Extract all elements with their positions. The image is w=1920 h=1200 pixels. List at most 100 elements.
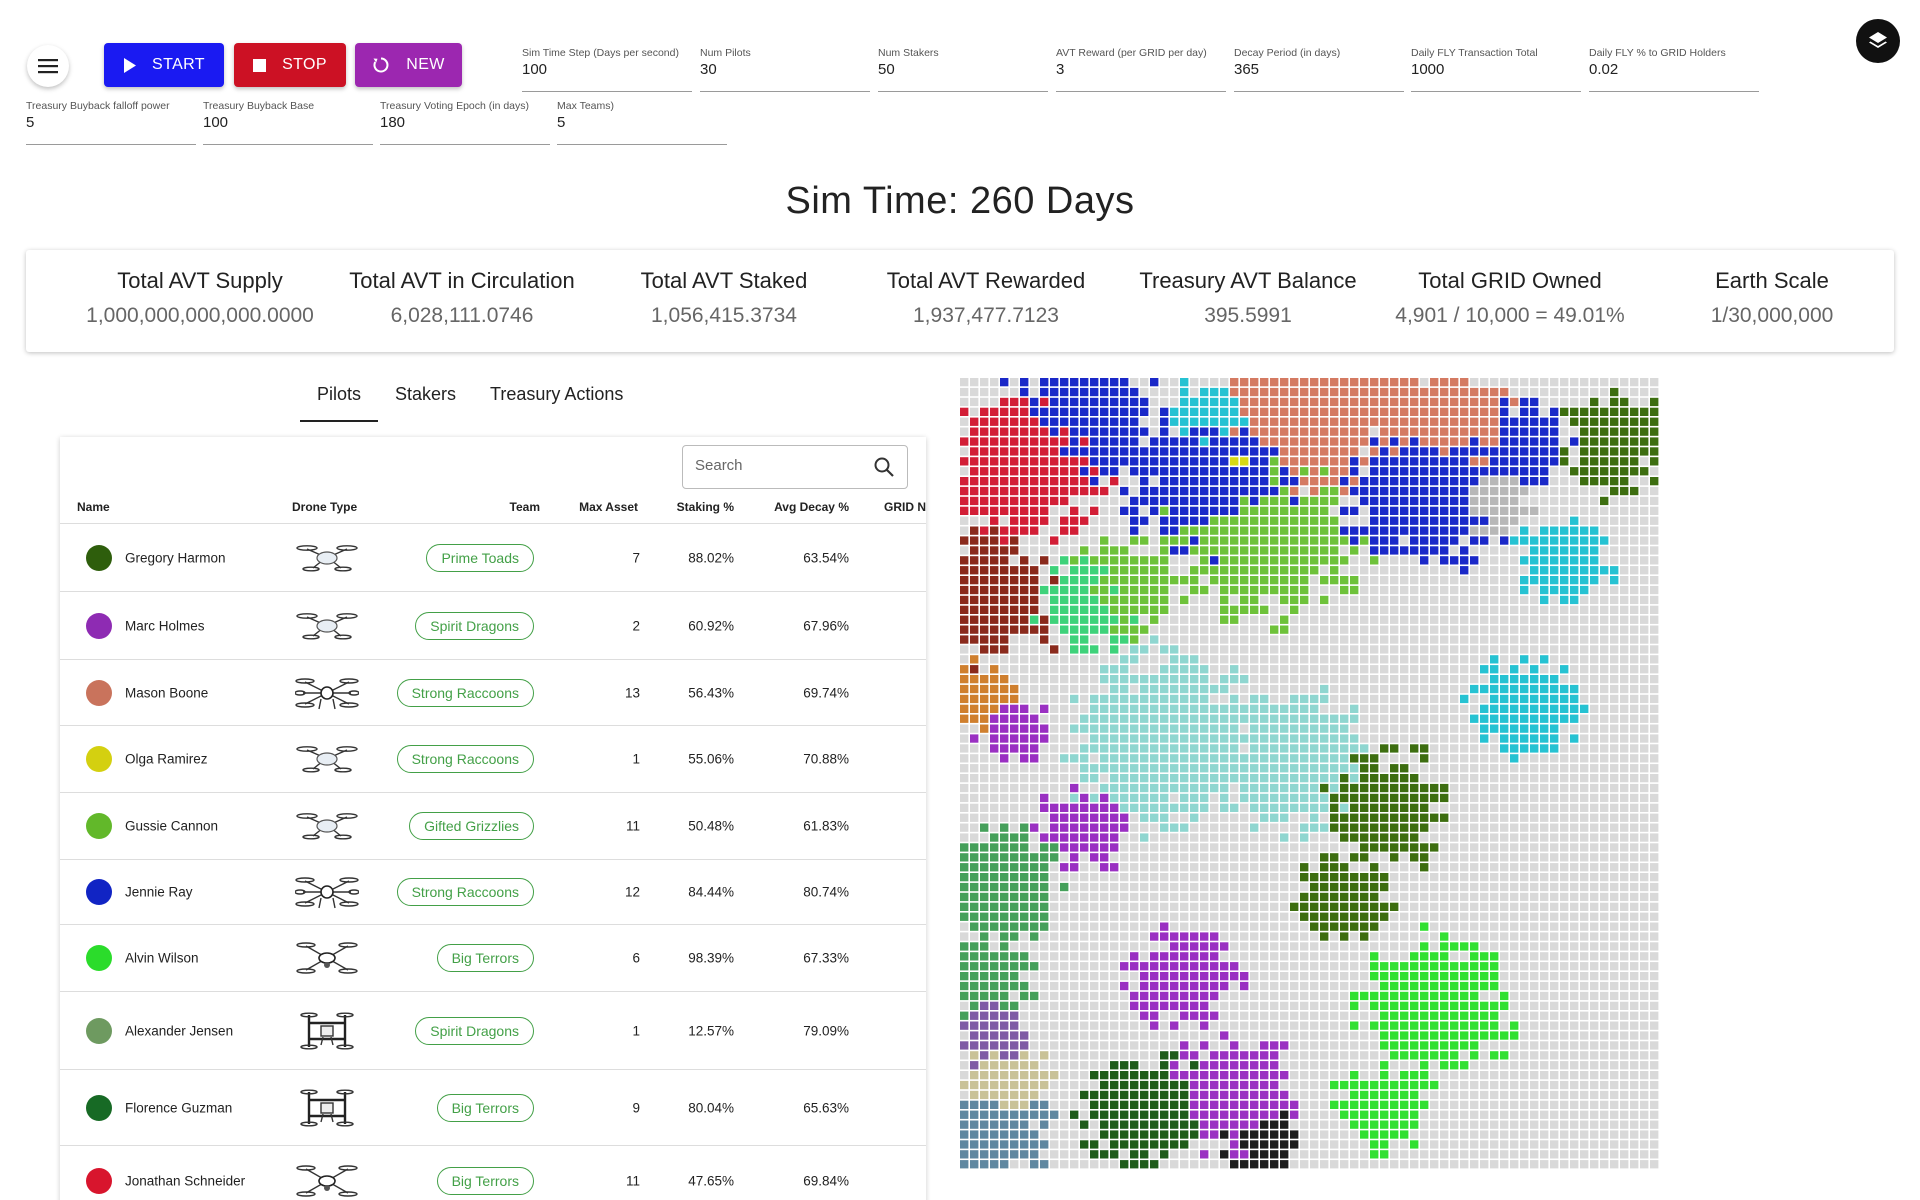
grid-cell[interactable]: [1110, 892, 1119, 902]
grid-cell[interactable]: [1010, 1051, 1019, 1060]
grid-cell[interactable]: [1600, 882, 1609, 892]
grid-cell[interactable]: [1420, 952, 1429, 961]
grid-cell[interactable]: [1400, 1021, 1409, 1030]
table-row[interactable]: Gregory Harmon Prime Toads 7 88.02% 63.54%: [60, 525, 926, 592]
grid-cell[interactable]: [1020, 981, 1029, 991]
grid-cell[interactable]: [1450, 665, 1459, 674]
grid-cell[interactable]: [1290, 1021, 1299, 1030]
grid-cell[interactable]: [990, 833, 999, 842]
grid-cell[interactable]: [990, 813, 999, 822]
grid-cell[interactable]: [1080, 397, 1089, 407]
grid-cell[interactable]: [1020, 486, 1029, 496]
grid-cell[interactable]: [1020, 496, 1029, 506]
grid-cell[interactable]: [1490, 615, 1499, 624]
grid-cell[interactable]: [1320, 566, 1329, 575]
grid-cell[interactable]: [990, 853, 999, 862]
grid-cell[interactable]: [1460, 546, 1469, 555]
grid-cell[interactable]: [1320, 536, 1329, 545]
grid-cell[interactable]: [1580, 754, 1589, 763]
grid-cell[interactable]: [1350, 1051, 1359, 1060]
grid-cell[interactable]: [1040, 694, 1049, 704]
grid-cell[interactable]: [1570, 724, 1579, 733]
grid-cell[interactable]: [1630, 942, 1639, 951]
grid-cell[interactable]: [1590, 823, 1599, 832]
grid-cell[interactable]: [1400, 1001, 1409, 1010]
grid-cell[interactable]: [1420, 595, 1429, 605]
grid-cell[interactable]: [970, 734, 979, 743]
grid-cell[interactable]: [1410, 427, 1419, 436]
grid-cell[interactable]: [1630, 467, 1639, 476]
grid-cell[interactable]: [1370, 863, 1379, 872]
grid-cell[interactable]: [1420, 645, 1429, 654]
grid-cell[interactable]: [1500, 605, 1509, 614]
grid-cell[interactable]: [1390, 645, 1399, 654]
grid-cell[interactable]: [1180, 704, 1189, 713]
grid-cell[interactable]: [1560, 962, 1569, 971]
grid-cell[interactable]: [1220, 1011, 1229, 1020]
grid-cell[interactable]: [1260, 882, 1269, 892]
grid-cell[interactable]: [1150, 684, 1159, 694]
grid-cell[interactable]: [1420, 397, 1429, 407]
grid-cell[interactable]: [1410, 467, 1419, 476]
grid-cell[interactable]: [1310, 496, 1319, 506]
grid-cell[interactable]: [1260, 387, 1269, 397]
grid-cell[interactable]: [1500, 902, 1509, 911]
grid-cell[interactable]: [1320, 546, 1329, 555]
grid-cell[interactable]: [1560, 813, 1569, 822]
grid-cell[interactable]: [1150, 427, 1159, 436]
grid-cell[interactable]: [1450, 1021, 1459, 1030]
grid-cell[interactable]: [1030, 457, 1039, 466]
grid-cell[interactable]: [1490, 764, 1499, 773]
grid-cell[interactable]: [1610, 922, 1619, 931]
grid-cell[interactable]: [1040, 853, 1049, 862]
grid-cell[interactable]: [1250, 764, 1259, 773]
grid-cell[interactable]: [1320, 467, 1329, 476]
grid-cell[interactable]: [1650, 516, 1659, 525]
grid-cell[interactable]: [1460, 882, 1469, 892]
grid-cell[interactable]: [1400, 635, 1409, 644]
grid-cell[interactable]: [970, 447, 979, 456]
grid-cell[interactable]: [1000, 595, 1009, 605]
grid-cell[interactable]: [1070, 902, 1079, 911]
grid-cell[interactable]: [1280, 576, 1289, 585]
grid-cell[interactable]: [1610, 556, 1619, 565]
grid-cell[interactable]: [1510, 675, 1519, 684]
grid-cell[interactable]: [1510, 526, 1519, 535]
grid-cell[interactable]: [1590, 902, 1599, 911]
grid-cell[interactable]: [1140, 546, 1149, 555]
grid-cell[interactable]: [1000, 457, 1009, 466]
grid-cell[interactable]: [1030, 754, 1039, 763]
grid-cell[interactable]: [1240, 546, 1249, 555]
grid-cell[interactable]: [1540, 506, 1549, 515]
grid-cell[interactable]: [1510, 486, 1519, 496]
grid-cell[interactable]: [970, 932, 979, 941]
grid-cell[interactable]: [990, 427, 999, 436]
grid-cell[interactable]: [1320, 556, 1329, 565]
grid-cell[interactable]: [1480, 704, 1489, 713]
grid-cell[interactable]: [1230, 863, 1239, 872]
grid-cell[interactable]: [1180, 615, 1189, 624]
grid-cell[interactable]: [1180, 595, 1189, 605]
grid-cell[interactable]: [1000, 387, 1009, 397]
grid-cell[interactable]: [1350, 645, 1359, 654]
grid-cell[interactable]: [1090, 863, 1099, 872]
grid-cell[interactable]: [1650, 1001, 1659, 1010]
grid-cell[interactable]: [1540, 764, 1549, 773]
grid-cell[interactable]: [1310, 793, 1319, 803]
table-row[interactable]: Olga Ramirez Strong Raccoons 1 55.06% 70.88%: [60, 726, 926, 793]
grid-cell[interactable]: [1180, 665, 1189, 674]
grid-cell[interactable]: [1030, 407, 1039, 416]
grid-cell[interactable]: [1460, 803, 1469, 812]
grid-cell[interactable]: [1130, 744, 1139, 753]
grid-cell[interactable]: [1520, 1031, 1529, 1040]
grid-cell[interactable]: [1540, 546, 1549, 555]
grid-cell[interactable]: [1360, 1021, 1369, 1030]
grid-cell[interactable]: [1450, 675, 1459, 684]
grid-cell[interactable]: [1050, 635, 1059, 644]
grid-cell[interactable]: [1300, 665, 1309, 674]
grid-cell[interactable]: [1110, 467, 1119, 476]
grid-cell[interactable]: [1350, 615, 1359, 624]
grid-cell[interactable]: [1310, 942, 1319, 951]
grid-cell[interactable]: [1340, 605, 1349, 614]
grid-cell[interactable]: [1490, 952, 1499, 961]
